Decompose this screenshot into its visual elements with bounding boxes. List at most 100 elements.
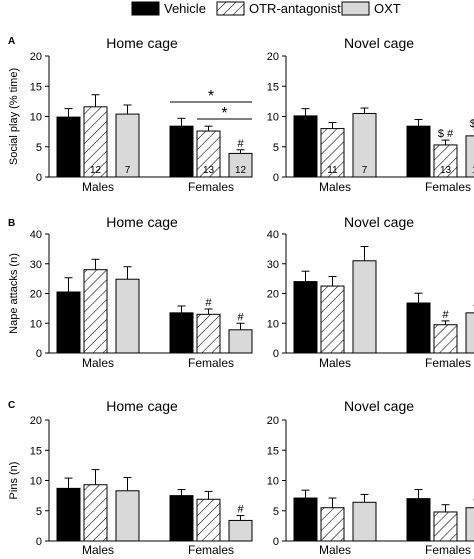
bar-otr-antagonist <box>83 484 108 542</box>
bar-group-males: 9 12 7 Males <box>56 94 140 194</box>
y-tick-label: 20 <box>267 415 279 427</box>
y-tick-label: 10 <box>267 476 279 488</box>
bar-group-females: 9 13 $ # 12 $ # Females <box>406 118 474 194</box>
bar-vehicle <box>169 312 194 354</box>
legend-item-oxt: OXT <box>341 1 401 16</box>
significance-marker: # <box>205 297 212 309</box>
y-tick-label: 15 <box>267 81 279 93</box>
y-axis-label: Social play (% time) <box>8 68 20 165</box>
n-label: 9 <box>416 165 422 176</box>
n-label: 13 <box>440 165 452 176</box>
y-axis-label: Pins (n) <box>8 462 20 500</box>
y-tick-label: 20 <box>267 51 279 63</box>
panel-letter: B <box>8 218 15 229</box>
bar-otr-antagonist <box>196 313 221 354</box>
y-tick-label: 40 <box>267 229 279 241</box>
group-label: Females <box>188 180 234 194</box>
subplot-novel-cage: Novel cage 0 5 10 15 20 11 11 7 Males 9 13 $ # 12 $ # F… <box>267 35 474 194</box>
panel-letter: C <box>8 400 15 411</box>
bar-oxt <box>352 260 377 354</box>
subplot-home-cage: Home cage 0 5 10 15 20 9 12 7 Males 9 13 12 # Females <box>30 35 253 194</box>
significance-marker: # <box>237 138 244 150</box>
y-tick-label: 30 <box>267 259 279 271</box>
group-label: Males <box>82 543 114 557</box>
significance-marker: $ # <box>438 128 454 140</box>
panel-a: A Social play (% time) Home cage 0 5 10 15 20 9 1… <box>8 35 474 194</box>
bar-group-females: Females <box>406 489 474 557</box>
subplot-title: Home cage <box>106 398 178 414</box>
legend-item-vehicle: Vehicle <box>131 1 206 16</box>
y-tick-label: 0 <box>36 172 42 184</box>
bar-otr-antagonist <box>320 507 345 542</box>
y-tick-label: 10 <box>267 112 279 124</box>
bar-vehicle <box>406 302 431 354</box>
n-label: 9 <box>179 165 185 176</box>
bar-oxt <box>228 329 253 354</box>
bar-oxt <box>465 312 474 354</box>
y-tick-label: 5 <box>273 142 279 154</box>
group-label: Females <box>188 543 234 557</box>
subplot-home-cage: Home cage 0 10 20 30 40 Males # # Females <box>30 214 253 370</box>
subplot-title: Novel cage <box>344 214 414 230</box>
legend: Vehicle OTR-antagonist OXT <box>131 1 401 16</box>
bar-group-males: Males <box>293 245 377 370</box>
n-label: 12 <box>235 165 247 176</box>
bar-oxt <box>465 507 474 542</box>
significance-marker: # <box>237 504 244 516</box>
panel-letter: A <box>8 36 15 47</box>
y-tick-label: 10 <box>267 318 279 330</box>
n-label: 13 <box>203 165 215 176</box>
bar-otr-antagonist <box>433 324 458 354</box>
y-tick-label: 15 <box>30 81 42 93</box>
group-label: Females <box>425 180 471 194</box>
bar-vehicle <box>293 497 318 542</box>
bar-group-females: ##Females <box>169 297 253 370</box>
bar-vehicle <box>169 495 194 542</box>
group-label: Males <box>319 180 351 194</box>
y-tick-label: 0 <box>36 348 42 360</box>
y-tick-label: 5 <box>36 142 42 154</box>
group-label: Males <box>319 543 351 557</box>
bar-group-females: # Females <box>169 489 253 557</box>
y-tick-label: 40 <box>30 229 42 241</box>
subplot-title: Home cage <box>106 35 178 51</box>
group-label: Males <box>82 180 114 194</box>
bar-group-females: ##Females <box>406 292 474 370</box>
y-tick-label: 15 <box>30 445 42 457</box>
bar-vehicle <box>56 487 81 542</box>
n-label: 12 <box>90 165 102 176</box>
y-tick-label: 20 <box>30 51 42 63</box>
y-tick-label: 0 <box>273 536 279 548</box>
subplot-novel-cage: Novel cage 0 10 20 30 40 Males ##Females <box>267 214 474 370</box>
group-label: Females <box>425 543 471 557</box>
n-label: 7 <box>362 165 368 176</box>
legend-label-otr-antagonist: OTR-antagonist <box>249 1 341 16</box>
n-label: 12 <box>472 165 474 176</box>
bar-vehicle <box>56 291 81 354</box>
legend-item-otr-antagonist: OTR-antagonist <box>216 1 341 16</box>
bar-group-males: 11 11 7 Males <box>293 107 377 194</box>
group-label: Females <box>425 356 471 370</box>
y-tick-label: 0 <box>273 172 279 184</box>
bar-otr-antagonist <box>83 269 108 354</box>
subplot-novel-cage: Novel cage 0 5 10 15 20 Males Females <box>267 398 474 557</box>
bar-group-males: Males <box>56 469 140 557</box>
n-label: 9 <box>66 165 72 176</box>
group-label: Females <box>188 356 234 370</box>
y-axis-label: Nape attacks (n) <box>8 253 20 334</box>
bar-vehicle <box>293 281 318 354</box>
y-tick-label: 30 <box>30 259 42 271</box>
y-tick-label: 5 <box>273 506 279 518</box>
significance-marker: $ # <box>470 118 474 130</box>
y-tick-label: 20 <box>267 289 279 301</box>
panel-b: B Nape attacks (n) Home cage 0 10 20 30 40 Males… <box>8 214 474 370</box>
subplot-title: Novel cage <box>344 35 414 51</box>
bar-group-males: Males <box>293 489 377 557</box>
significance-star: * <box>208 88 214 105</box>
subplot-title: Novel cage <box>344 398 414 414</box>
bar-otr-antagonist <box>433 511 458 542</box>
significance-star: * <box>221 105 227 122</box>
bar-vehicle <box>406 498 431 542</box>
bar-oxt <box>228 519 253 542</box>
y-tick-label: 0 <box>273 348 279 360</box>
